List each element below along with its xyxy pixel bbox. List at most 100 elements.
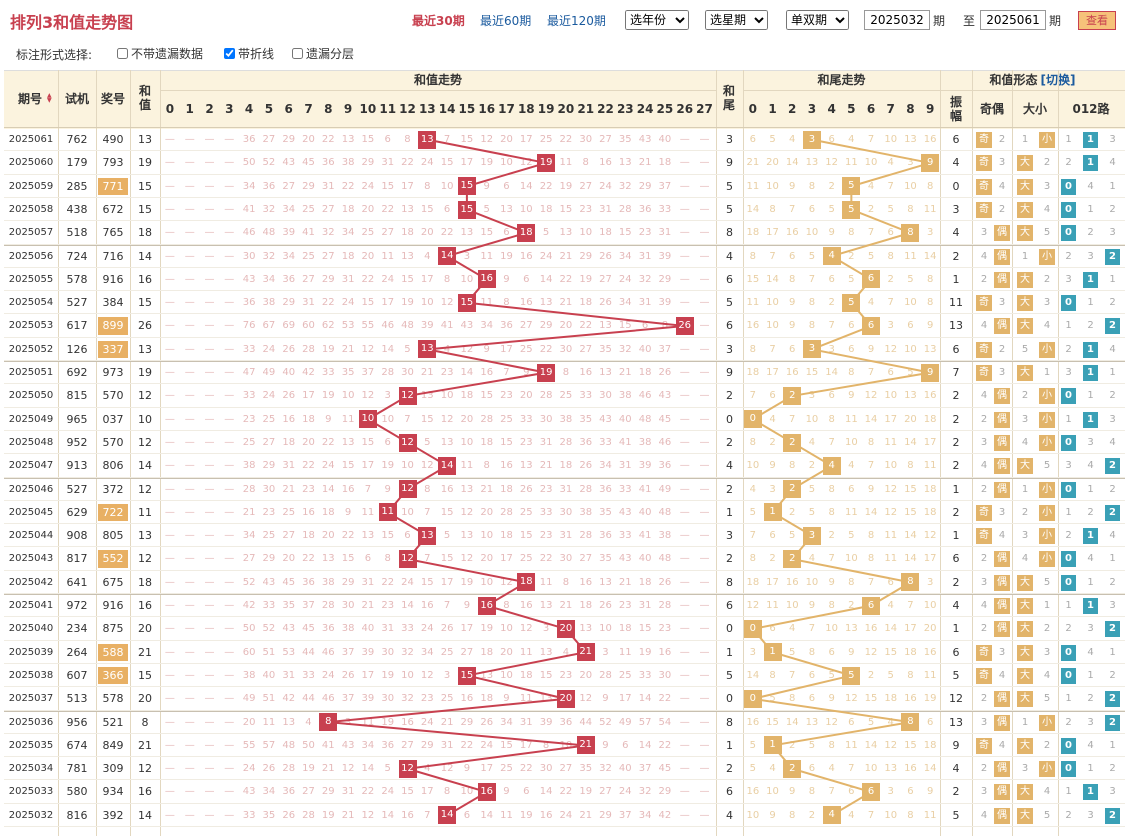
sum-marker: 18	[517, 573, 536, 592]
omission-cell: 38	[262, 297, 276, 309]
period-cell: 2025061	[8, 134, 54, 145]
big-small-omission: 4	[1043, 669, 1051, 681]
omission-cell: 29	[579, 250, 593, 262]
omission-cell: 31	[618, 460, 632, 472]
option-no-omission[interactable]: 不带遗漏数据	[117, 45, 203, 62]
omission-cell: —	[204, 739, 215, 751]
big-small-label: 大	[1020, 693, 1030, 705]
tail-cell: 6	[726, 272, 733, 286]
to-suffix: 期	[1049, 14, 1062, 28]
omission-cell: 10	[401, 506, 414, 518]
omission-cell: 17	[420, 273, 434, 285]
road-omission: 2	[1109, 669, 1116, 681]
omission-cell: 24	[420, 157, 434, 169]
omission-cell: 19	[519, 809, 533, 821]
tail-omission-cell: 18	[923, 506, 937, 518]
omission-cell: 27	[401, 739, 414, 751]
sum-marker: 12	[398, 480, 417, 499]
header-sum-col-22: 22	[597, 102, 614, 116]
road-omission: 2	[1087, 320, 1094, 332]
tail-cell: 5	[726, 179, 733, 193]
omission-cell: 36	[282, 786, 296, 798]
tail-omission-cell: 4	[828, 763, 835, 775]
omission-cell: —	[679, 623, 690, 635]
big-small-omission: 1	[1021, 250, 1029, 262]
tail-omission-cell: 7	[887, 180, 894, 192]
odd-even-omission: 2	[980, 623, 988, 635]
omission-cell: —	[204, 250, 215, 262]
header-tail-col-0: 0	[748, 102, 758, 116]
from-period-input[interactable]	[864, 10, 930, 30]
road-label: 1	[1087, 530, 1094, 542]
prize-cell: 588	[102, 645, 124, 659]
omission-cell: —	[679, 367, 690, 378]
big-small-mark	[1017, 271, 1033, 288]
omission-cell: 12	[480, 134, 494, 145]
omission-cell: 11	[480, 297, 494, 309]
link-recent-60[interactable]: 最近60期	[480, 14, 532, 28]
tail-omission-cell: 8	[926, 180, 934, 192]
odd-even-mark	[976, 341, 992, 358]
omission-cell: 22	[559, 273, 573, 285]
big-small-mark	[1039, 411, 1055, 428]
omission-cell: 13	[321, 553, 335, 565]
omission-cell: 21	[559, 297, 573, 309]
omission-cell: 35	[341, 367, 355, 378]
omission-cell: 13	[341, 436, 355, 448]
sum-cell: 14	[138, 249, 152, 263]
tail-omission-cell: 18	[746, 227, 760, 239]
amplitude-cell: 2	[952, 459, 960, 473]
odd-even-label: 偶	[997, 250, 1007, 262]
option-with-line[interactable]: 带折线	[224, 45, 274, 62]
omission-cell: —	[204, 809, 215, 821]
road-label: 2	[1109, 693, 1116, 705]
omission-cell: 25	[539, 134, 553, 145]
odd-even-mark	[994, 574, 1010, 591]
view-button[interactable]: 查看	[1078, 11, 1116, 30]
tail-omission-cell: 8	[867, 436, 875, 448]
year-select[interactable]: 选年份	[625, 10, 689, 30]
omission-cell: 33	[579, 390, 593, 402]
option-with-line-checkbox[interactable]	[224, 48, 235, 59]
option-layered-checkbox[interactable]	[292, 48, 303, 59]
option-no-omission-checkbox[interactable]	[117, 48, 128, 59]
amplitude-cell: 5	[952, 808, 960, 822]
big-small-mark	[1017, 737, 1033, 754]
header-sum-col-8: 8	[324, 102, 333, 116]
omission-cell: 17	[401, 180, 414, 192]
omission-cell: 26	[579, 460, 593, 472]
header-sum-col-7: 7	[304, 102, 313, 116]
link-recent-120[interactable]: 最近120期	[547, 14, 606, 28]
omission-cell: 16	[401, 716, 414, 728]
tail-omission-cell: 17	[884, 413, 898, 425]
omission-cell: 24	[361, 180, 375, 192]
tail-omission-cell: 11	[844, 506, 858, 518]
big-small-mark	[1039, 761, 1055, 778]
trial-cell: 952	[66, 435, 88, 449]
tail-omission-cell: 8	[926, 297, 934, 309]
omission-cell: 43	[618, 553, 632, 565]
omission-cell: 15	[440, 157, 454, 169]
tail-omission-cell: 8	[907, 460, 914, 472]
tail-omission-cell: 7	[789, 203, 796, 215]
omission-cell: 36	[579, 436, 593, 448]
omission-cell: 41	[638, 530, 652, 542]
tail-marker: 2	[783, 759, 802, 778]
sort-icon[interactable]: ▲ ▼	[47, 92, 52, 104]
omission-cell: —	[699, 250, 710, 262]
to-period-input[interactable]	[980, 10, 1046, 30]
sum-cell: 15	[138, 668, 152, 682]
sum-cell: 11	[138, 505, 152, 519]
omission-cell: 5	[443, 530, 451, 542]
omission-cell: 30	[242, 250, 256, 262]
link-recent-30[interactable]: 最近30期	[412, 14, 465, 28]
tail-omission-cell: 16	[904, 693, 917, 705]
road-omission: 4	[1109, 436, 1116, 448]
option-layered[interactable]: 遗漏分层	[292, 45, 354, 62]
header-divider	[160, 90, 716, 91]
weekday-select[interactable]: 选星期	[705, 10, 768, 30]
omission-cell: 15	[539, 669, 553, 681]
odd-even-period-select[interactable]: 单双期	[786, 10, 849, 30]
sum-marker: 10	[358, 410, 377, 429]
omission-cell: 16	[519, 250, 533, 262]
